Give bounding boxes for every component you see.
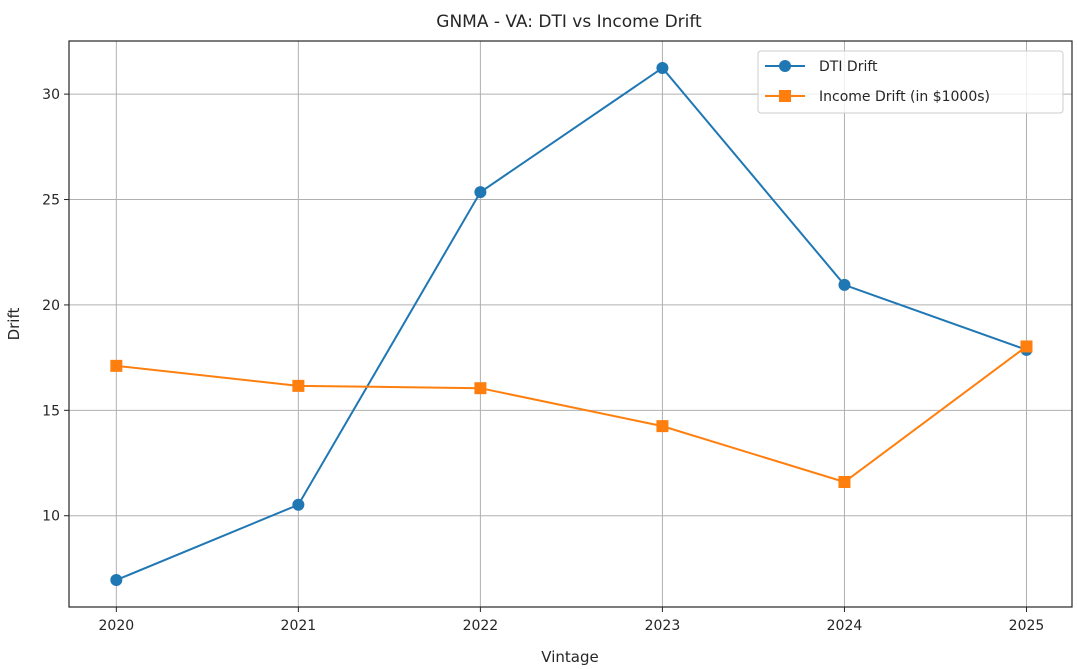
- y-tick-label: 15: [42, 403, 60, 419]
- series-group: [110, 61, 1033, 587]
- y-tick-label: 25: [42, 193, 60, 209]
- data-point: [838, 475, 851, 488]
- data-point: [110, 574, 123, 587]
- y-tick-label: 30: [42, 87, 60, 103]
- plot-frame: [68, 40, 1073, 608]
- x-tick-label: 2023: [645, 618, 681, 634]
- y-tick-label: 10: [42, 509, 60, 525]
- y-axis-ticks: 10 15 20 25 30: [42, 87, 69, 525]
- series-line: [116, 345, 1028, 484]
- x-tick-label: 2021: [281, 618, 317, 634]
- data-point: [656, 420, 669, 433]
- series-income-drift: [110, 340, 1033, 488]
- legend-item: Income Drift (in $1000s): [765, 89, 990, 105]
- series-line: [115, 66, 1027, 581]
- data-point: [292, 379, 305, 392]
- x-axis-ticks: 2020 2021 2022 2023 2024 2025: [99, 607, 1045, 634]
- data-point: [110, 359, 123, 372]
- legend-square-marker: [779, 90, 791, 102]
- grid: [69, 41, 1072, 607]
- data-point: [838, 278, 851, 291]
- legend-label: Income Drift (in $1000s): [819, 89, 990, 105]
- legend-label: DTI Drift: [819, 59, 878, 75]
- data-point: [292, 498, 305, 511]
- legend-circle-marker: [779, 60, 791, 72]
- x-tick-label: 2020: [99, 618, 135, 634]
- x-tick-label: 2022: [463, 618, 499, 634]
- x-axis-label: Vintage: [541, 648, 598, 666]
- legend-item: DTI Drift: [765, 59, 878, 75]
- x-tick-label: 2025: [1009, 618, 1045, 634]
- data-point: [474, 186, 487, 199]
- chart-title: GNMA - VA: DTI vs Income Drift: [436, 12, 702, 32]
- legend-box: [757, 50, 1064, 114]
- x-tick-label: 2024: [827, 618, 863, 634]
- y-tick-label: 20: [42, 298, 60, 314]
- y-axis-label: Drift: [5, 307, 23, 340]
- legend: DTI Drift Income Drift (in $1000s): [757, 50, 1064, 114]
- data-point: [1020, 340, 1033, 353]
- data-point: [656, 61, 669, 74]
- series-dti-drift: [110, 61, 1033, 587]
- data-point: [474, 382, 487, 395]
